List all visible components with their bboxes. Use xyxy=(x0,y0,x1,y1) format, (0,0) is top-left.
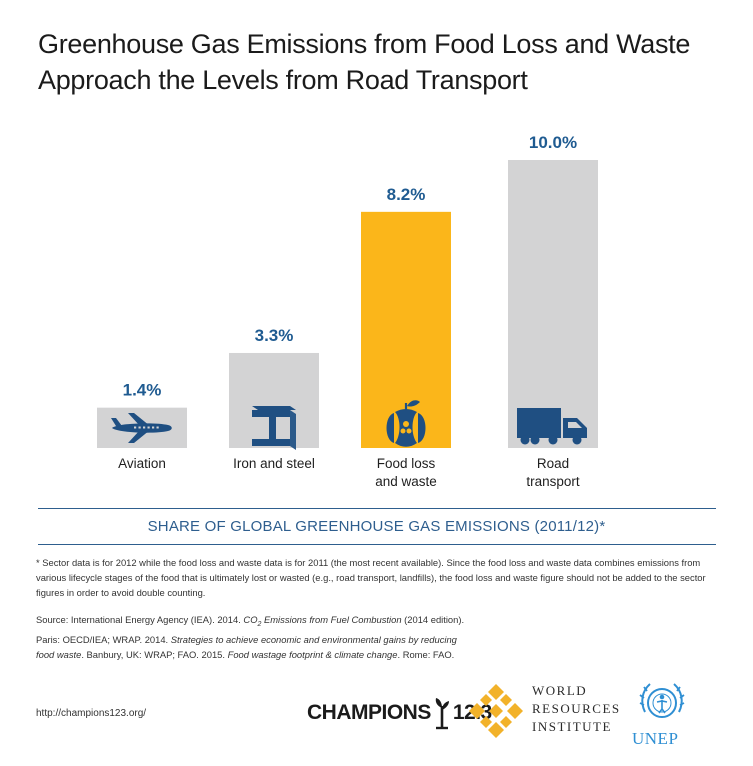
wri-logo-text: WORLD RESOURCES INSTITUTE xyxy=(532,682,621,736)
source-title-2: Strategies to achieve economic and envir… xyxy=(36,633,457,660)
category-label: and waste xyxy=(375,474,437,489)
source-title-1: Emissions from Fuel Combustion xyxy=(261,614,402,625)
source-title-3: Food wastage footprint & climate change xyxy=(227,648,398,660)
wri-line-3: INSTITUTE xyxy=(532,719,612,734)
wri-line-1: WORLD xyxy=(532,683,588,698)
chart-title: Greenhouse Gas Emissions from Food Loss … xyxy=(38,26,718,98)
airplane-icon xyxy=(111,413,172,443)
truck-icon xyxy=(517,408,587,445)
source-sub: 2 xyxy=(257,620,262,628)
footnote: * Sector data is for 2012 while the food… xyxy=(36,557,706,598)
wri-logo-icon xyxy=(469,684,523,738)
source-mid-2: . Banbury, UK: WRAP; FAO. 2015. xyxy=(81,648,228,660)
title-line-1: Greenhouse Gas Emissions from Food Loss … xyxy=(38,29,691,59)
source-citation: Source: International Energy Agency (IEA… xyxy=(36,612,476,662)
source-co: CO xyxy=(243,614,258,625)
source-mid-1: (2014 edition). Paris: OECD/IEA; WRAP. 2… xyxy=(36,614,465,645)
steel-beam-icon xyxy=(252,406,296,450)
axis-rule-bottom xyxy=(38,544,716,545)
category-label: Food loss xyxy=(377,456,436,471)
axis-rule-top xyxy=(38,508,716,509)
source-prefix: Source: International Energy Agency (IEA… xyxy=(36,614,244,625)
unep-logo-text: UNEP xyxy=(632,729,679,748)
category-label: Iron and steel xyxy=(233,456,315,471)
unep-emblem-icon xyxy=(639,683,685,718)
value-label: 8.2% xyxy=(387,185,426,204)
category-label: Aviation xyxy=(118,456,166,471)
source-suffix: . Rome: FAO. xyxy=(397,648,455,660)
bar-road-transport xyxy=(508,160,598,448)
apple-core-icon xyxy=(386,400,426,447)
category-label: transport xyxy=(526,474,580,489)
website-link[interactable]: http://champions123.org/ xyxy=(36,708,147,719)
category-label: Road xyxy=(537,456,569,471)
wri-line-2: RESOURCES xyxy=(532,701,621,716)
bar-chart: 1.4% Aviation 3.3% Iron and steel 8.2% Food l… xyxy=(97,133,598,489)
title-line-2: Approach the Levels from Road Transport xyxy=(38,65,528,95)
value-label: 3.3% xyxy=(255,326,294,345)
champions-sprout-icon xyxy=(435,698,449,730)
champions-logo: CHAMPIONS 12.3 xyxy=(307,696,492,730)
value-label: 10.0% xyxy=(529,133,577,152)
value-label: 1.4% xyxy=(123,381,162,400)
champions-logo-left: CHAMPIONS xyxy=(307,701,431,724)
x-axis-title: SHARE OF GLOBAL GREENHOUSE GAS EMISSIONS… xyxy=(147,518,606,535)
